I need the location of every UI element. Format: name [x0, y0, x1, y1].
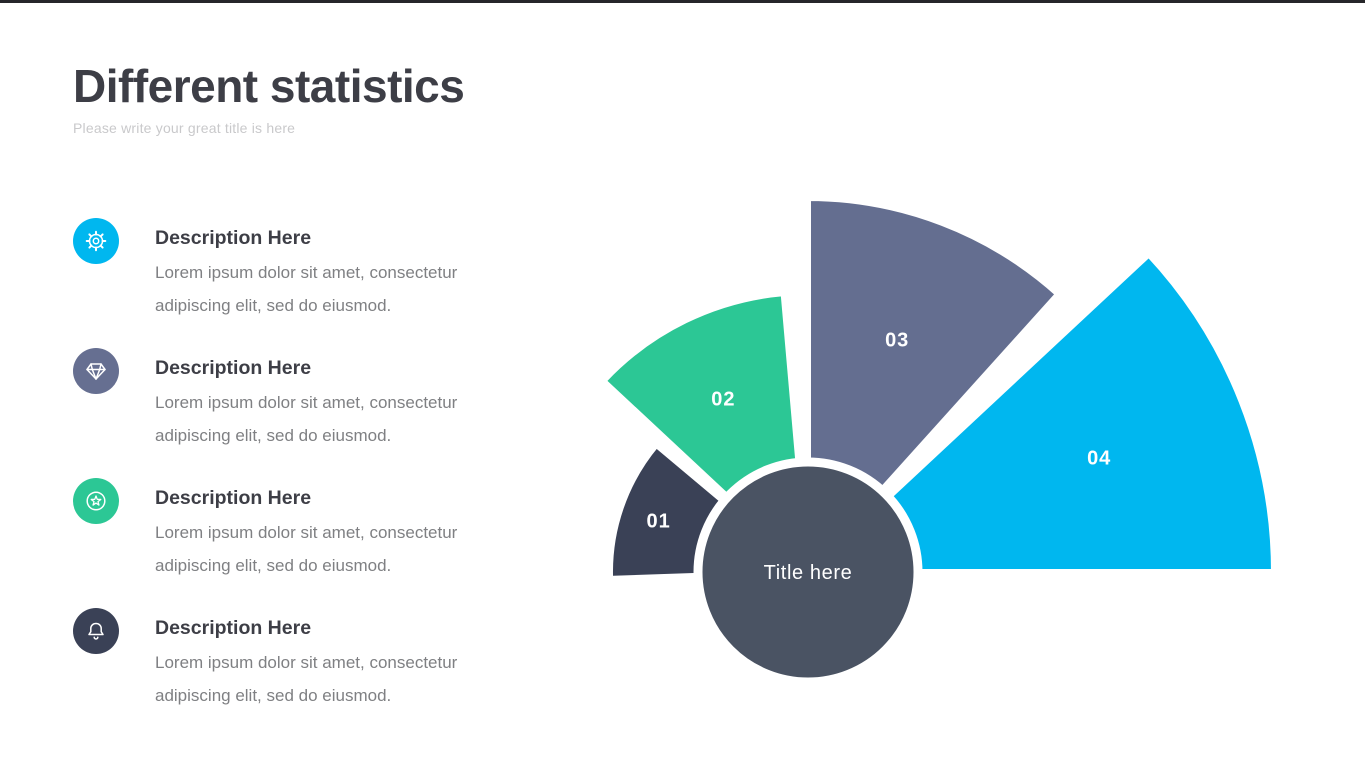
- feature-text: Description Here Lorem ipsum dolor sit a…: [155, 608, 503, 712]
- page-title: Different statistics: [73, 60, 465, 112]
- page-subtitle: Please write your great title is here: [73, 119, 296, 136]
- fan-sector-03: [805, 195, 1062, 575]
- diamond-icon: [73, 348, 119, 394]
- fan-sector-label-01: 01: [646, 511, 670, 533]
- feature-item: Description Here Lorem ipsum dolor sit a…: [73, 478, 523, 582]
- slide-top-edge: [0, 0, 1365, 3]
- feature-text: Description Here Lorem ipsum dolor sit a…: [155, 348, 503, 452]
- fan-sector-label-04: 04: [1087, 447, 1111, 469]
- feature-title: Description Here: [155, 357, 312, 379]
- feature-title: Description Here: [155, 487, 312, 509]
- fan-sector-label-03: 03: [885, 330, 909, 352]
- feature-body: Lorem ipsum dolor sit amet, consectetur …: [155, 653, 458, 705]
- feature-item: Description Here Lorem ipsum dolor sit a…: [73, 218, 523, 322]
- feature-text: Description Here Lorem ipsum dolor sit a…: [155, 218, 503, 322]
- header: Different statistics Please write your g…: [73, 60, 465, 136]
- fan-sector-01: [607, 441, 811, 582]
- feature-title: Description Here: [155, 617, 312, 639]
- feature-item: Description Here Lorem ipsum dolor sit a…: [73, 348, 523, 452]
- fan-sector-02: [600, 290, 811, 575]
- feature-body: Lorem ipsum dolor sit amet, consectetur …: [155, 263, 458, 315]
- fan-center-circle: [693, 457, 923, 687]
- fan-center-label: Title here: [764, 562, 853, 584]
- fan-sector-label-02: 02: [711, 389, 735, 411]
- feature-list: Description Here Lorem ipsum dolor sit a…: [73, 218, 523, 738]
- gear-icon: [73, 218, 119, 264]
- star-icon: [73, 478, 119, 524]
- fan-sector-04: [805, 251, 1277, 575]
- feature-item: Description Here Lorem ipsum dolor sit a…: [73, 608, 523, 712]
- feature-body: Lorem ipsum dolor sit amet, consectetur …: [155, 393, 458, 445]
- bell-icon: [73, 608, 119, 654]
- feature-text: Description Here Lorem ipsum dolor sit a…: [155, 478, 503, 582]
- feature-body: Lorem ipsum dolor sit amet, consectetur …: [155, 523, 458, 575]
- feature-title: Description Here: [155, 227, 312, 249]
